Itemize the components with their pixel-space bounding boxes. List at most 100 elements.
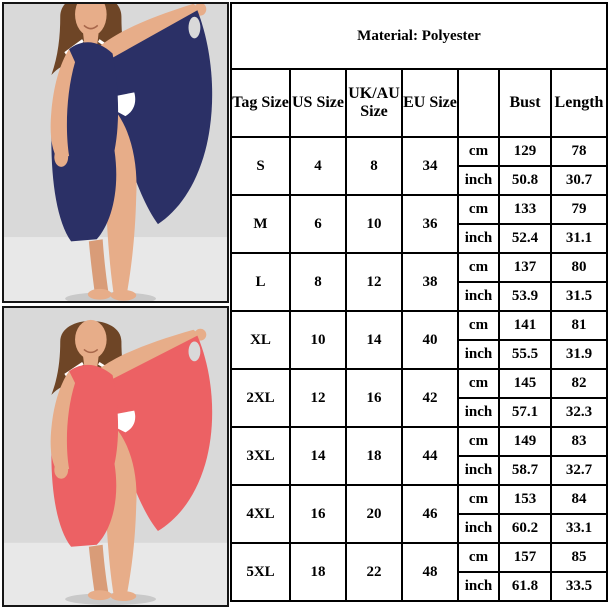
product-photo-navy-dress [2,2,229,303]
eu-size-cell: 42 [401,368,459,428]
us-size-cell: 12 [289,368,347,428]
unit-inch-cell: inch [457,397,500,428]
tag-size-cell: 2XL [230,368,291,428]
eu-size-cell: 36 [401,194,459,254]
material-label: Material: Polyester [229,2,609,70]
length-cm-cell: 79 [549,194,609,225]
unit-inch-cell: inch [457,571,500,602]
navy-dress-model-illustration [4,4,227,301]
length-inch-cell: 33.5 [549,571,609,602]
table-header-row: Tag Size US Size UK/AU Size EU Size Bust… [230,68,609,138]
size-row-xl-inch: inch 55.5 31.9 [231,339,609,370]
eu-size-cell: 46 [401,484,459,544]
header-unit [457,68,500,138]
bust-cm-cell: 137 [498,252,552,283]
size-chart-table: Material: Polyester Tag Size US Size UK/… [229,2,609,602]
length-cm-cell: 81 [549,310,609,341]
tag-size-cell: 3XL [230,426,291,486]
size-row-3xl-cm: 3XL 14 18 44 cm 149 83 [230,426,609,486]
unit-cm-cell: cm [457,194,500,225]
us-size-cell: 16 [289,484,347,544]
uk-au-size-cell: 22 [345,542,403,602]
size-row-5xl-inch: inch 61.8 33.5 [231,571,609,602]
unit-cm-cell: cm [457,310,500,341]
bust-inch-cell: 50.8 [498,165,552,196]
length-inch-cell: 32.3 [549,397,609,428]
size-row-l-cm: L 8 12 38 cm 137 80 [230,252,609,312]
size-row-4xl-cm: 4XL 16 20 46 cm 153 84 [230,484,609,544]
size-row-m-inch: inch 52.4 31.1 [231,223,609,254]
length-inch-cell: 32.7 [549,455,609,486]
size-row-2xl-cm: 2XL 12 16 42 cm 145 82 [230,368,609,428]
bust-inch-cell: 57.1 [498,397,552,428]
bust-inch-cell: 61.8 [498,571,552,602]
eu-size-cell: 34 [401,136,459,196]
size-row-4xl-inch: inch 60.2 33.1 [231,513,609,544]
bust-cm-cell: 149 [498,426,552,457]
length-cm-cell: 78 [549,136,609,167]
us-size-cell: 4 [289,136,347,196]
tag-size-cell: 5XL [230,542,291,602]
size-row-2xl-inch: inch 57.1 32.3 [231,397,609,428]
size-row-xl-cm: XL 10 14 40 cm 141 81 [230,310,609,370]
size-row-m-cm: M 6 10 36 cm 133 79 [230,194,609,254]
length-inch-cell: 31.9 [549,339,609,370]
length-inch-cell: 31.5 [549,281,609,312]
uk-au-size-cell: 8 [345,136,403,196]
length-cm-cell: 82 [549,368,609,399]
eu-size-cell: 40 [401,310,459,370]
unit-inch-cell: inch [457,281,500,312]
bust-inch-cell: 58.7 [498,455,552,486]
tag-size-cell: M [230,194,291,254]
bust-cm-cell: 153 [498,484,552,515]
tag-size-cell: L [230,252,291,312]
unit-inch-cell: inch [457,165,500,196]
tag-size-cell: S [230,136,291,196]
unit-cm-cell: cm [457,484,500,515]
size-row-3xl-inch: inch 58.7 32.7 [231,455,609,486]
size-row-s-cm: S 4 8 34 cm 129 78 [230,136,609,196]
unit-cm-cell: cm [457,426,500,457]
us-size-cell: 10 [289,310,347,370]
coral-dress-model-illustration [4,308,227,605]
length-cm-cell: 80 [549,252,609,283]
unit-inch-cell: inch [457,339,500,370]
header-uk-au-size: UK/AU Size [345,68,403,138]
eu-size-cell: 38 [401,252,459,312]
unit-cm-cell: cm [457,368,500,399]
header-us-size: US Size [289,68,347,138]
us-size-cell: 6 [289,194,347,254]
size-row-s-inch: inch 50.8 30.7 [231,165,609,196]
header-eu-size: EU Size [401,68,459,138]
tag-size-cell: 4XL [230,484,291,544]
bust-cm-cell: 133 [498,194,552,225]
bust-cm-cell: 141 [498,310,552,341]
material-row: Material: Polyester [229,2,609,70]
size-row-l-inch: inch 53.9 31.5 [231,281,609,312]
bust-inch-cell: 60.2 [498,513,552,544]
uk-au-size-cell: 12 [345,252,403,312]
length-cm-cell: 83 [549,426,609,457]
us-size-cell: 8 [289,252,347,312]
length-inch-cell: 30.7 [549,165,609,196]
length-cm-cell: 84 [549,484,609,515]
bust-cm-cell: 129 [498,136,552,167]
bust-inch-cell: 52.4 [498,223,552,254]
bust-cm-cell: 157 [498,542,552,573]
unit-inch-cell: inch [457,223,500,254]
length-inch-cell: 31.1 [549,223,609,254]
unit-cm-cell: cm [457,542,500,573]
unit-cm-cell: cm [457,252,500,283]
bust-cm-cell: 145 [498,368,552,399]
uk-au-size-cell: 16 [345,368,403,428]
us-size-cell: 14 [289,426,347,486]
eu-size-cell: 44 [401,426,459,486]
length-inch-cell: 33.1 [549,513,609,544]
bust-inch-cell: 55.5 [498,339,552,370]
uk-au-size-cell: 20 [345,484,403,544]
product-photo-coral-dress [2,306,229,607]
header-bust: Bust [498,68,552,138]
size-row-5xl-cm: 5XL 18 22 48 cm 157 85 [230,542,609,602]
unit-inch-cell: inch [457,455,500,486]
